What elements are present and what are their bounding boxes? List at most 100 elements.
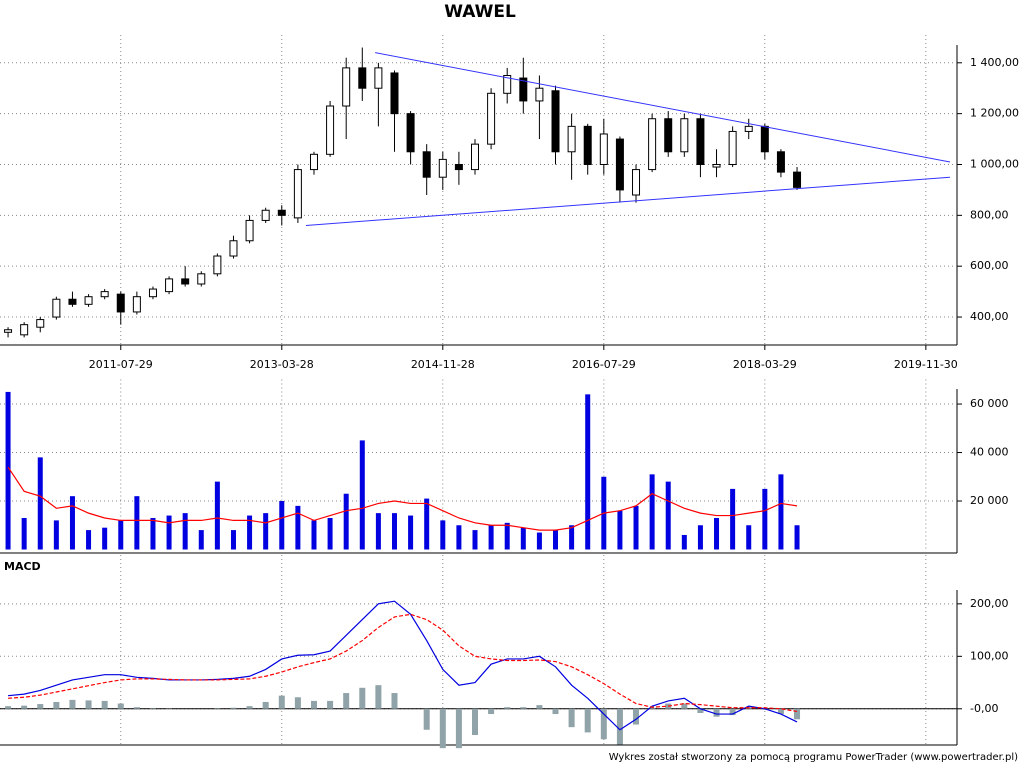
bar	[665, 481, 671, 550]
bar	[568, 708, 575, 728]
candle-body	[438, 158, 447, 178]
bar	[681, 534, 687, 550]
candle-body	[374, 67, 383, 89]
candle-body	[342, 67, 351, 107]
bar	[488, 708, 495, 715]
candle-body	[760, 125, 769, 153]
candle-body	[599, 133, 608, 165]
bar	[617, 510, 623, 550]
bar	[600, 708, 607, 740]
bar	[778, 474, 784, 550]
bar	[69, 496, 75, 550]
candle-body	[615, 138, 624, 191]
bar	[166, 708, 173, 710]
y-tick-label: 1 000,00	[970, 157, 1019, 170]
bar	[5, 391, 11, 550]
bar	[762, 488, 768, 550]
bar	[455, 708, 462, 749]
candle-body	[68, 298, 77, 305]
bar	[69, 699, 76, 709]
bar	[246, 706, 253, 709]
bar	[343, 693, 350, 709]
bar	[310, 700, 317, 709]
candle-body	[567, 125, 576, 153]
candle-body	[551, 90, 560, 153]
candle-body	[84, 296, 93, 305]
candle-body	[712, 163, 721, 168]
candle-body	[165, 278, 174, 293]
bar	[777, 708, 784, 715]
bar	[263, 513, 269, 550]
candle-body	[535, 87, 544, 102]
bar	[294, 697, 301, 709]
bar	[520, 707, 527, 709]
candle-body	[519, 77, 528, 102]
bar	[584, 708, 591, 733]
bar	[37, 457, 43, 550]
candle-body	[326, 105, 335, 155]
bar	[117, 703, 124, 709]
bar	[569, 525, 575, 550]
bar	[391, 513, 397, 550]
macd-line	[7, 600, 798, 731]
bar	[311, 520, 317, 550]
x-tick-label: 2011-07-29	[89, 358, 153, 371]
average-line	[7, 466, 798, 531]
bar	[278, 695, 285, 709]
bar	[472, 530, 478, 550]
bar	[134, 496, 140, 550]
trend-line	[305, 176, 951, 227]
bar	[53, 520, 59, 550]
y-tick-label: 40 000	[970, 446, 1009, 459]
bar	[746, 525, 752, 550]
bar	[423, 708, 430, 730]
candle-body	[148, 288, 157, 298]
candle-body	[406, 113, 415, 153]
bar	[697, 708, 704, 713]
bar	[439, 708, 446, 749]
y-tick-label: 200,00	[970, 597, 1009, 610]
candle-body	[454, 163, 463, 171]
bar	[53, 701, 60, 709]
bar	[520, 527, 526, 550]
bar	[714, 517, 720, 550]
bar	[295, 505, 301, 550]
candle-body	[487, 92, 496, 145]
candle-body	[100, 291, 109, 298]
candle-body	[583, 125, 592, 165]
trend-line	[375, 52, 951, 163]
bar	[5, 706, 12, 709]
bar	[133, 707, 140, 709]
signal-line	[8, 613, 798, 713]
y-tick-label: 100,00	[970, 649, 1009, 662]
bar	[375, 513, 381, 550]
candle-body	[293, 169, 302, 219]
y-tick-label: 60 000	[970, 397, 1009, 410]
bar	[552, 708, 559, 715]
bar	[149, 708, 156, 709]
x-tick-label: 2018-03-29	[733, 358, 797, 371]
y-tick-label: 1 400,00	[970, 56, 1019, 69]
bar	[633, 505, 639, 550]
candle-body	[793, 171, 802, 188]
bar	[230, 530, 236, 550]
candle-body	[4, 329, 13, 333]
candle-body	[181, 278, 190, 285]
bar	[359, 440, 365, 550]
bar	[649, 707, 656, 709]
bar	[794, 525, 800, 550]
bar	[633, 708, 640, 725]
candle-body	[503, 75, 512, 94]
bar	[553, 530, 559, 550]
bar	[713, 708, 720, 717]
bar	[408, 515, 414, 550]
bar	[182, 513, 188, 550]
bar	[279, 501, 285, 550]
candle-body	[390, 72, 399, 115]
bar	[681, 703, 688, 709]
y-tick-label: -0,00	[970, 702, 998, 715]
bar	[697, 525, 703, 550]
candle-body	[632, 169, 641, 196]
bar	[359, 687, 366, 709]
